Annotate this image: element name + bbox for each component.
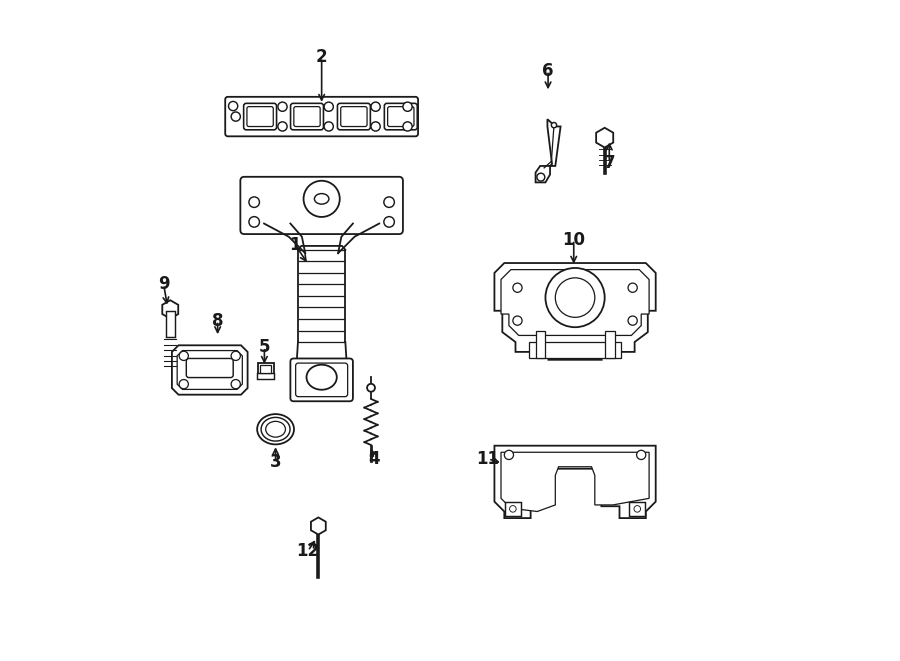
FancyBboxPatch shape xyxy=(384,103,418,130)
Circle shape xyxy=(552,122,556,128)
Circle shape xyxy=(555,278,595,317)
Circle shape xyxy=(545,268,605,327)
Circle shape xyxy=(371,122,380,131)
Polygon shape xyxy=(494,263,656,360)
FancyBboxPatch shape xyxy=(166,311,175,337)
Text: 12: 12 xyxy=(296,542,320,560)
FancyBboxPatch shape xyxy=(240,176,403,234)
FancyBboxPatch shape xyxy=(388,106,414,126)
Text: 2: 2 xyxy=(316,48,328,66)
Ellipse shape xyxy=(307,365,337,390)
Text: 6: 6 xyxy=(543,61,553,79)
Polygon shape xyxy=(501,452,649,512)
Circle shape xyxy=(324,102,333,111)
Ellipse shape xyxy=(266,421,285,437)
FancyBboxPatch shape xyxy=(257,373,274,379)
FancyBboxPatch shape xyxy=(341,106,367,126)
FancyBboxPatch shape xyxy=(186,358,233,377)
Circle shape xyxy=(634,506,641,512)
Circle shape xyxy=(628,316,637,325)
Text: 10: 10 xyxy=(562,231,585,249)
FancyBboxPatch shape xyxy=(605,330,615,358)
Polygon shape xyxy=(501,270,649,335)
Circle shape xyxy=(403,102,412,111)
FancyBboxPatch shape xyxy=(257,364,274,374)
Polygon shape xyxy=(494,446,656,518)
FancyBboxPatch shape xyxy=(536,330,545,358)
Circle shape xyxy=(231,351,240,360)
Bar xyxy=(505,502,521,516)
Text: 1: 1 xyxy=(290,236,302,254)
Ellipse shape xyxy=(303,180,339,217)
Circle shape xyxy=(513,283,522,292)
Circle shape xyxy=(229,101,238,110)
Circle shape xyxy=(249,197,259,208)
Text: 11: 11 xyxy=(477,450,500,468)
Text: 9: 9 xyxy=(158,276,169,293)
Circle shape xyxy=(628,283,637,292)
FancyBboxPatch shape xyxy=(247,106,274,126)
Ellipse shape xyxy=(314,194,328,204)
Circle shape xyxy=(324,122,333,131)
FancyBboxPatch shape xyxy=(291,358,353,401)
Circle shape xyxy=(509,506,517,512)
Circle shape xyxy=(249,217,259,227)
Polygon shape xyxy=(172,345,248,395)
Text: 8: 8 xyxy=(212,311,223,330)
Text: 3: 3 xyxy=(270,453,282,471)
FancyBboxPatch shape xyxy=(529,342,621,358)
FancyBboxPatch shape xyxy=(295,363,347,397)
Circle shape xyxy=(513,316,522,325)
FancyBboxPatch shape xyxy=(293,106,320,126)
Circle shape xyxy=(367,384,375,392)
Bar xyxy=(629,502,645,516)
Ellipse shape xyxy=(261,417,290,441)
Circle shape xyxy=(383,217,394,227)
Text: 7: 7 xyxy=(604,153,615,172)
Circle shape xyxy=(179,379,188,389)
Polygon shape xyxy=(177,350,242,389)
FancyBboxPatch shape xyxy=(291,103,323,130)
Circle shape xyxy=(371,102,380,111)
FancyBboxPatch shape xyxy=(225,97,418,136)
Text: 4: 4 xyxy=(368,450,380,468)
Circle shape xyxy=(231,379,240,389)
Circle shape xyxy=(636,450,646,459)
Circle shape xyxy=(278,102,287,111)
Circle shape xyxy=(403,122,412,131)
Ellipse shape xyxy=(257,414,294,444)
Circle shape xyxy=(231,112,240,121)
Circle shape xyxy=(504,450,514,459)
Polygon shape xyxy=(536,119,561,182)
Circle shape xyxy=(278,122,287,131)
FancyBboxPatch shape xyxy=(244,103,276,130)
Circle shape xyxy=(537,173,544,181)
Circle shape xyxy=(383,197,394,208)
FancyBboxPatch shape xyxy=(260,365,271,373)
Circle shape xyxy=(179,351,188,360)
FancyBboxPatch shape xyxy=(338,103,371,130)
Text: 5: 5 xyxy=(258,338,270,356)
